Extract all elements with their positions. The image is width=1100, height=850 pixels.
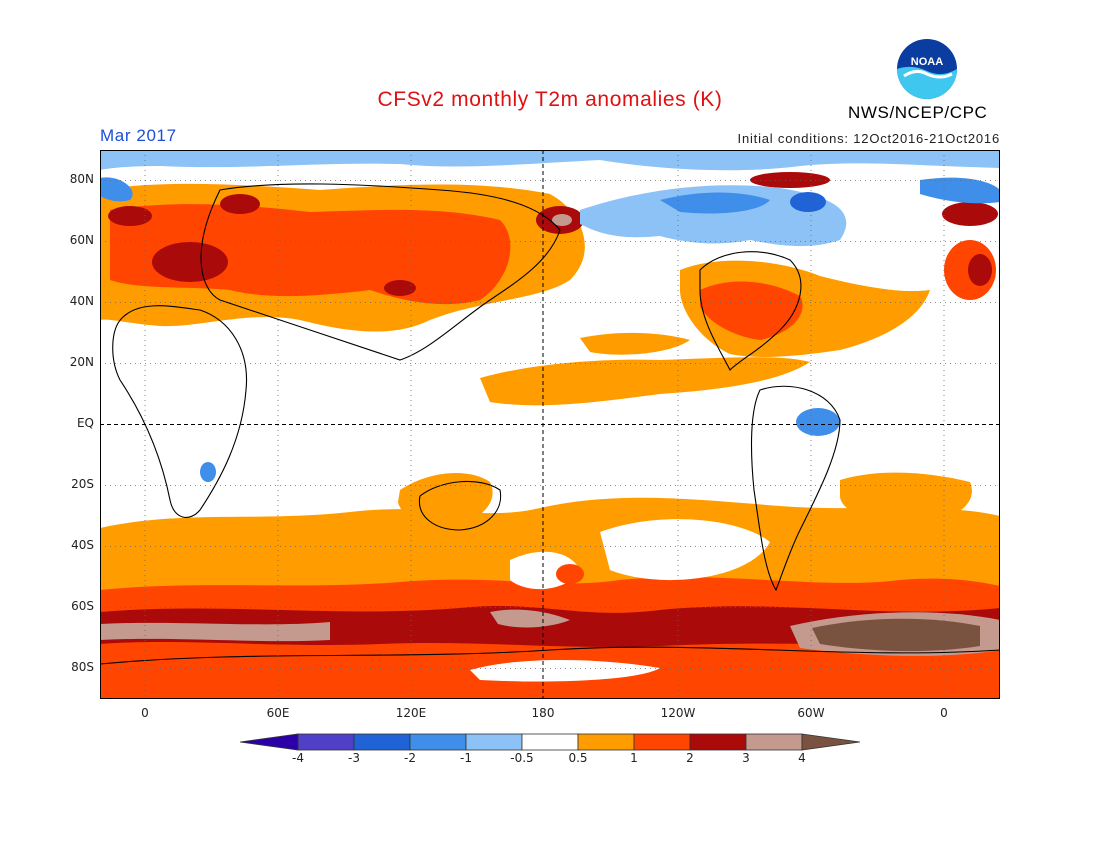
lat-label-40s: 40S <box>71 538 94 552</box>
svg-text:NOAA: NOAA <box>911 56 943 68</box>
lon-label-0-left: 0 <box>141 706 149 720</box>
lat-label-60s: 60S <box>71 599 94 613</box>
colorbar-tick-minus1: -1 <box>460 751 472 765</box>
colorbar-swatch-1 <box>633 733 691 751</box>
lon-label-180: 180 <box>531 706 555 720</box>
colorbar-swatch-2 <box>689 733 747 751</box>
colorbar-swatch-gt-4 <box>801 733 861 751</box>
colorbar-tick-minus3: -3 <box>348 751 360 765</box>
colorbar-swatch-minus4 <box>297 733 355 751</box>
colorbar-tick-2: 2 <box>686 751 694 765</box>
lat-label-20n: 20N <box>69 355 94 369</box>
colorbar-swatch-0-5 <box>577 733 635 751</box>
colorbar <box>239 732 861 752</box>
colorbar-tick-minus0-5: -0.5 <box>510 751 534 765</box>
lat-label-20s: 20S <box>71 477 94 491</box>
colorbar-swatch-lt-minus4 <box>239 733 299 751</box>
colorbar-tick-0-5: 0.5 <box>568 751 588 765</box>
lat-label-80s: 80S <box>71 660 94 674</box>
anomaly-map <box>100 150 1000 699</box>
lon-label-60w: 60W <box>797 706 825 720</box>
colorbar-tick-minus2: -2 <box>404 751 416 765</box>
colorbar-swatch-minus1 <box>465 733 523 751</box>
lat-label-80n: 80N <box>69 172 94 186</box>
colorbar-tick-1: 1 <box>630 751 638 765</box>
agency-label: NWS/NCEP/CPC <box>848 103 988 122</box>
colorbar-swatch-minus2 <box>409 733 467 751</box>
initial-conditions-label: Initial conditions: 12Oct2016-21Oct2016 <box>737 131 1000 146</box>
colorbar-tick-minus4: -4 <box>292 751 304 765</box>
lat-label-60n: 60N <box>69 233 94 247</box>
lon-label-0-right: 0 <box>940 706 948 720</box>
lon-label-120e: 120E <box>395 706 427 720</box>
lon-label-60e: 60E <box>266 706 290 720</box>
colorbar-swatch-neutral <box>521 733 579 751</box>
colorbar-tick-3: 3 <box>742 751 750 765</box>
valid-month-label: Mar 2017 <box>100 126 177 145</box>
lon-label-120w: 120W <box>660 706 696 720</box>
colorbar-tick-4: 4 <box>798 751 806 765</box>
colorbar-swatch-minus3 <box>353 733 411 751</box>
lat-label-eq: EQ <box>76 416 94 430</box>
lat-label-40n: 40N <box>69 294 94 308</box>
map-title: CFSv2 monthly T2m anomalies (K) <box>377 88 723 111</box>
colorbar-swatch-3 <box>745 733 803 751</box>
noaa-logo: NOAA <box>896 38 958 100</box>
